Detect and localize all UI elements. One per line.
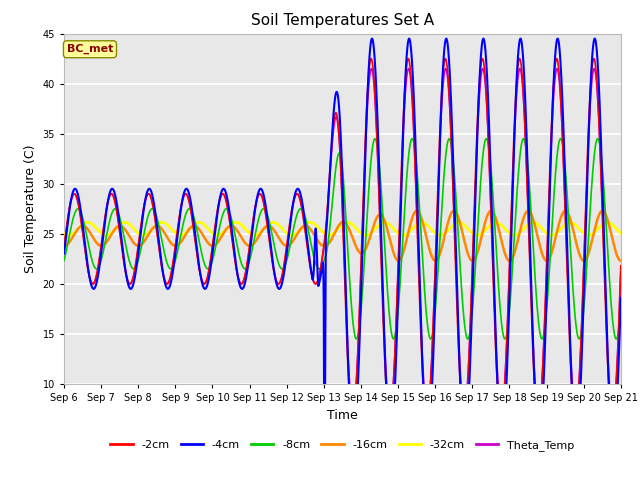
Title: Soil Temperatures Set A: Soil Temperatures Set A (251, 13, 434, 28)
Y-axis label: Soil Temperature (C): Soil Temperature (C) (24, 144, 37, 273)
X-axis label: Time: Time (327, 408, 358, 421)
Text: BC_met: BC_met (67, 44, 113, 54)
Legend: -2cm, -4cm, -8cm, -16cm, -32cm, Theta_Temp: -2cm, -4cm, -8cm, -16cm, -32cm, Theta_Te… (106, 436, 579, 456)
